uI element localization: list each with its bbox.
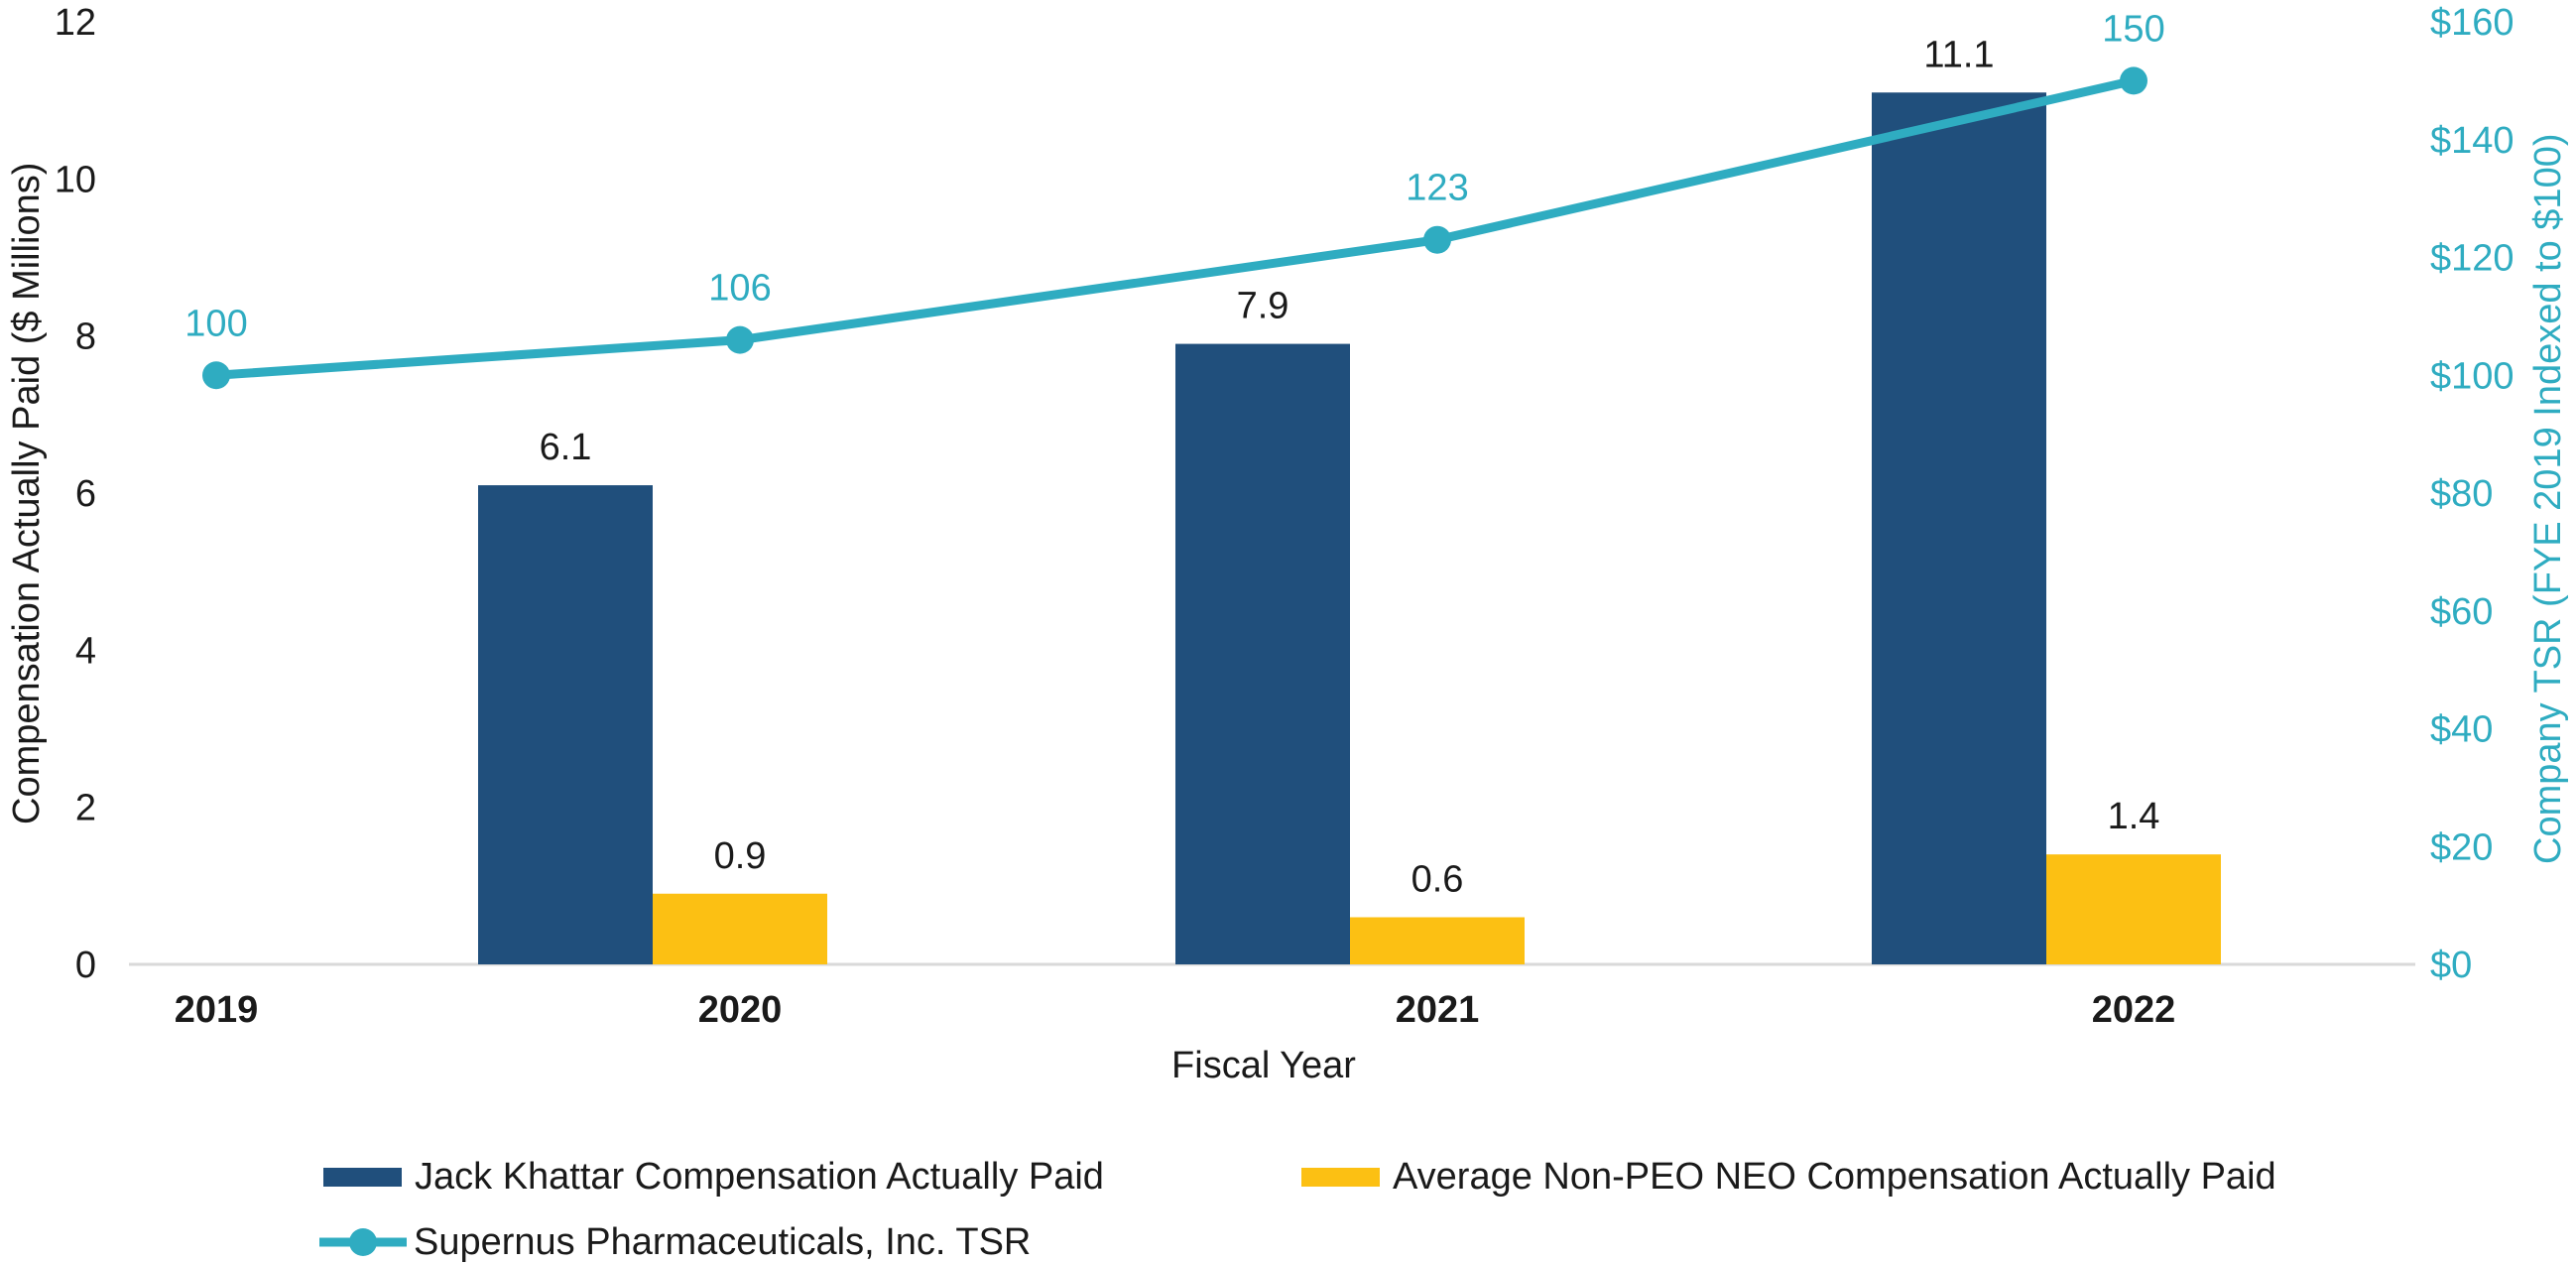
x-axis-tick-label-2022: 2022 (2092, 989, 2176, 1031)
legend-label-peo: Jack Khattar Compensation Actually Paid (415, 1155, 1104, 1198)
legend-item-peo-compensation: Jack Khattar Compensation Actually Paid (323, 1155, 1104, 1199)
right-axis-tick-label: $0 (2430, 945, 2472, 986)
bar-peo-2020 (478, 485, 653, 964)
x-axis-title: Fiscal Year (1171, 1045, 1356, 1086)
bar-neo-2020 (653, 893, 827, 964)
right-axis-tick-label: $80 (2430, 473, 2493, 515)
tsr-marker-2021 (1423, 225, 1451, 254)
right-axis-tick-label: $100 (2430, 355, 2515, 397)
left-axis-tick-label: 4 (75, 630, 96, 672)
left-axis-title: Compensation Actually Paid ($ Millions) (6, 162, 48, 824)
bar-peo-2021 (1175, 343, 1350, 964)
bar-neo-2022 (2046, 854, 2221, 964)
legend-label-neo: Average Non-PEO NEO Compensation Actuall… (1393, 1155, 2276, 1198)
right-axis-tick-label: $40 (2430, 709, 2493, 751)
right-axis-tick-label: $160 (2430, 2, 2515, 44)
left-axis-tick-label: 0 (75, 945, 96, 986)
tsr-label-2021: 123 (1406, 168, 1468, 209)
left-axis-tick-label: 10 (55, 159, 96, 200)
left-axis-tick-label: 2 (75, 788, 96, 829)
tsr-marker-2022 (2120, 66, 2147, 95)
right-axis-title: Company TSR (FYE 2019 Indexed to $100) (2527, 133, 2569, 865)
x-axis-tick-label-2019: 2019 (175, 989, 259, 1031)
bar-label-peo-2022: 11.1 (1923, 34, 1994, 75)
tsr-marker-2019 (202, 361, 230, 390)
left-axis-tick-label: 6 (75, 473, 96, 515)
left-axis-tick-label: 8 (75, 316, 96, 358)
legend-swatch-peo-bar (323, 1167, 402, 1187)
left-axis-tick-label: 12 (55, 2, 96, 44)
legend-swatch-tsr-line (319, 1228, 407, 1256)
bar-neo-2021 (1350, 917, 1525, 964)
x-axis-tick-label-2020: 2020 (698, 989, 783, 1031)
bar-label-neo-2021: 0.6 (1411, 859, 1464, 901)
right-axis-tick-label: $60 (2430, 591, 2493, 633)
right-axis-tick-label: $120 (2430, 238, 2515, 280)
legend-item-tsr-line: Supernus Pharmaceuticals, Inc. TSR (319, 1220, 1031, 1264)
x-axis-tick-label-2021: 2021 (1396, 989, 1480, 1031)
bar-label-peo-2020: 6.1 (540, 427, 592, 468)
right-axis-tick-label: $140 (2430, 120, 2515, 162)
bar-label-peo-2021: 7.9 (1237, 286, 1289, 327)
right-axis-tick-label: $20 (2430, 826, 2493, 868)
bar-peo-2022 (1872, 92, 2046, 964)
tsr-label-2022: 150 (2102, 8, 2164, 50)
legend-swatch-neo-bar (1301, 1167, 1380, 1187)
legend-item-neo-compensation: Average Non-PEO NEO Compensation Actuall… (1301, 1155, 2276, 1199)
bar-label-neo-2022: 1.4 (2108, 796, 2160, 837)
tsr-label-2019: 100 (184, 303, 247, 344)
tsr-marker-2020 (726, 325, 754, 354)
bar-label-neo-2020: 0.9 (714, 835, 767, 877)
tsr-line (211, 75, 2139, 380)
legend-label-tsr: Supernus Pharmaceuticals, Inc. TSR (414, 1220, 1032, 1263)
tsr-label-2020: 106 (708, 268, 771, 310)
